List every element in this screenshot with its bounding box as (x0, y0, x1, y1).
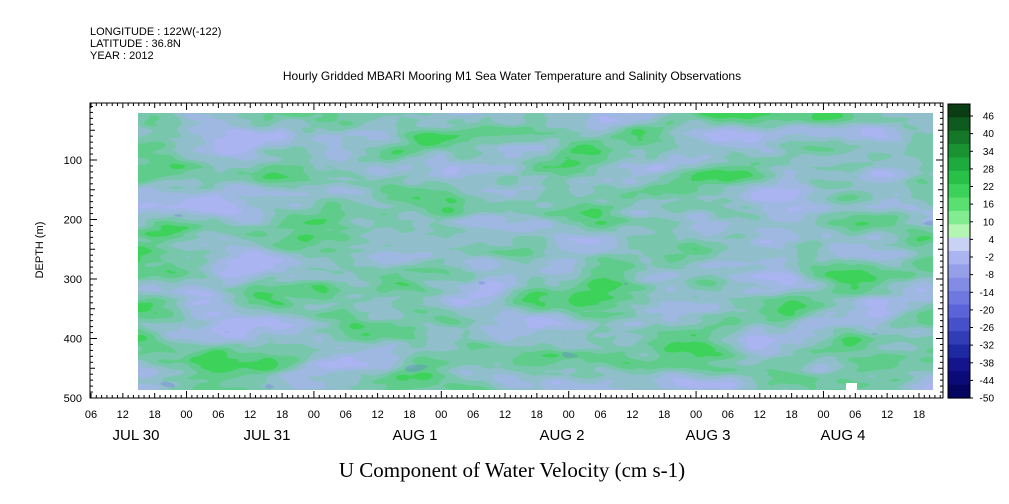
colorbar-label: 34 (983, 147, 995, 158)
colorbar-band (948, 384, 970, 399)
x-hour-labels: 06 12 18 00 06 12 18 00 06 12 18 00 06 12 18 00 06 12 18 00… (85, 409, 925, 421)
y-tick-label: 500 (64, 393, 82, 405)
field-base (138, 113, 933, 390)
colorbar-band (948, 344, 970, 359)
missing-data-patch (846, 383, 857, 390)
colorbar-label: 16 (983, 200, 995, 211)
x-hour-tick-label: 06 (212, 409, 224, 421)
x-hour-tick-label: 18 (276, 409, 288, 421)
colorbar-label: -8 (985, 270, 994, 281)
colorbar-band (948, 117, 970, 132)
colorbar-label: -26 (980, 323, 995, 334)
colorbar-band (948, 251, 970, 265)
colorbar-label: 28 (983, 164, 995, 175)
x-hour-tick-label: 18 (403, 409, 415, 421)
x-hour-tick-label: 06 (340, 409, 352, 421)
longitude-label: LONGITUDE : 122W(-122) (90, 26, 221, 38)
x-hour-tick-label: 06 (849, 409, 861, 421)
colorbar-label: -20 (980, 305, 995, 316)
x-hour-tick-label: 18 (149, 409, 161, 421)
colorbar-band (948, 357, 970, 372)
y-tick-label: 400 (64, 334, 82, 346)
colorbar-band (948, 331, 970, 346)
y-tick-label: 300 (64, 274, 82, 286)
colorbar-label: -14 (980, 288, 995, 299)
colorbar-label: 22 (983, 182, 995, 193)
colorbar-band (948, 170, 970, 185)
colorbar-band (948, 277, 970, 292)
x-hour-tick-label: 06 (594, 409, 606, 421)
y-tick-label: 100 (64, 155, 82, 167)
colorbar-label: 46 (983, 112, 995, 123)
year-label: YEAR : 2012 (90, 50, 154, 62)
x-day-label: AUG 1 (392, 427, 437, 444)
x-hour-tick-label: 12 (244, 409, 256, 421)
colorbar-frame (947, 103, 971, 399)
x-hour-tick-label: 00 (180, 409, 192, 421)
colorbar-label: 10 (983, 217, 995, 228)
colorbar-band (948, 224, 970, 239)
top-axis-ticks (90, 103, 941, 110)
chart-title: Hourly Gridded MBARI Mooring M1 Sea Wate… (283, 69, 741, 83)
bottom-axis-ticks (90, 391, 941, 398)
x-day-label: AUG 4 (820, 427, 865, 444)
colorbar-band (948, 371, 970, 386)
x-hour-tick-label: 00 (435, 409, 447, 421)
colorbar-band (948, 184, 970, 199)
y-axis: 100 200 300 400 500 (64, 105, 943, 405)
colorbar-band (948, 264, 970, 279)
x-hour-tick-label: 12 (626, 409, 638, 421)
x-hour-tick-label: 06 (467, 409, 479, 421)
colorbar-band (948, 291, 970, 306)
x-hour-tick-label: 18 (531, 409, 543, 421)
colorbar-label: 40 (983, 129, 995, 140)
x-hour-tick-label: 00 (817, 409, 829, 421)
colorbar-band (948, 210, 970, 225)
x-hour-tick-label: 06 (722, 409, 734, 421)
x-hour-tick-label: 18 (658, 409, 670, 421)
x-day-label: AUG 2 (539, 427, 584, 444)
x-day-labels: JUL 30 JUL 31 AUG 1 AUG 2 AUG 3 AUG 4 (113, 427, 866, 444)
colorbar-label: -44 (980, 376, 995, 387)
x-axis-label: U Component of Water Velocity (cm s-1) (339, 458, 685, 482)
colorbar-band (948, 237, 970, 252)
y-tick-label: 200 (64, 215, 82, 227)
colorbar: 46 40 34 28 22 16 10 4 -2 -8 -14 -20 -26 -32 -38 -44 -50 (947, 103, 995, 405)
x-hour-tick-label: 12 (881, 409, 893, 421)
colorbar-band (948, 130, 970, 145)
x-hour-tick-label: 12 (499, 409, 511, 421)
x-hour-tick-label: 12 (371, 409, 383, 421)
x-hour-tick-label: 12 (117, 409, 129, 421)
x-hour-tick-label: 12 (754, 409, 766, 421)
x-day-label: JUL 30 (113, 427, 160, 444)
colorbar-label: -50 (980, 394, 995, 405)
x-hour-tick-label: 00 (308, 409, 320, 421)
colorbar-label: -2 (985, 253, 994, 264)
colorbar-band (948, 144, 970, 159)
y-axis-label: DEPTH (m) (34, 222, 46, 279)
colorbar-label: -38 (980, 358, 995, 369)
colorbar-band (948, 317, 970, 332)
velocity-field (138, 113, 933, 390)
x-hour-tick-label: 18 (785, 409, 797, 421)
x-hour-tick-label: 18 (913, 409, 925, 421)
plot-frame (89, 102, 944, 399)
x-hour-tick-label: 06 (85, 409, 97, 421)
colorbar-label: 4 (988, 235, 994, 246)
colorbar-label: -32 (980, 341, 995, 352)
latitude-label: LATITUDE : 36.8N (90, 38, 181, 50)
x-day-label: JUL 31 (244, 427, 291, 444)
colorbar-band (948, 197, 970, 212)
x-hour-tick-label: 00 (563, 409, 575, 421)
x-hour-tick-label: 00 (690, 409, 702, 421)
colorbar-band (948, 104, 970, 118)
colorbar-band (948, 157, 970, 172)
x-day-label: AUG 3 (685, 427, 730, 444)
colorbar-band (948, 304, 970, 319)
